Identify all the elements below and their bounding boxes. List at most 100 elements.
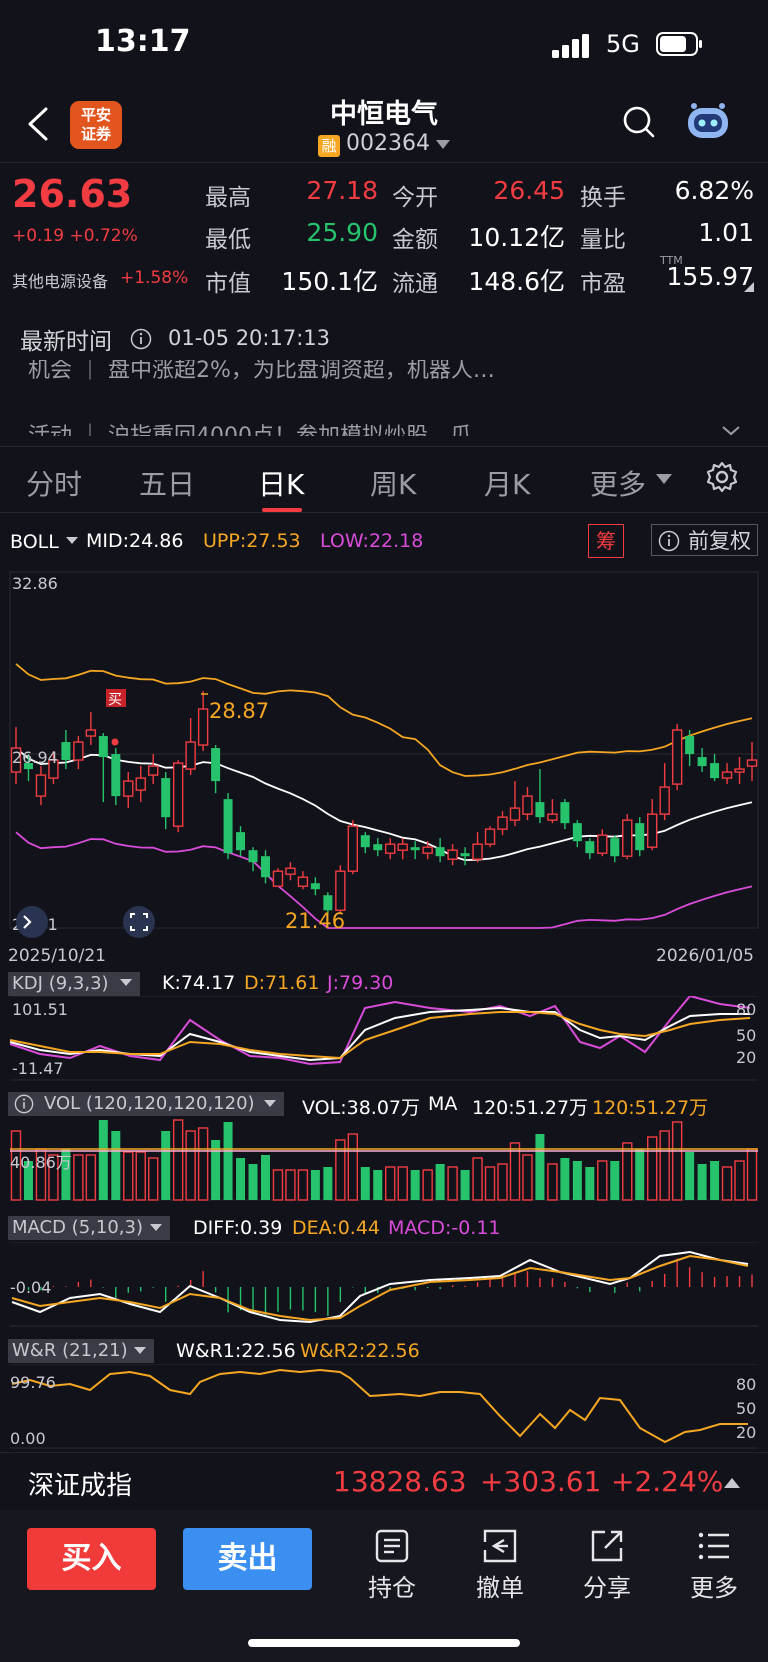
quote-label: 量比: [580, 227, 626, 253]
volume-bar: [710, 1161, 720, 1200]
tab-monthly-k[interactable]: 月K: [484, 468, 531, 501]
home-indicator[interactable]: [248, 1639, 520, 1647]
volume-bar: [285, 1169, 296, 1201]
tab-daily-k[interactable]: 日K: [258, 468, 305, 501]
double-chevron-icon: [23, 915, 32, 929]
caret-down-icon[interactable]: [120, 979, 132, 987]
candle: [123, 780, 134, 797]
candle: [260, 856, 270, 878]
sector-name[interactable]: 其他电源设备: [12, 272, 109, 291]
fullscreen-button[interactable]: [123, 906, 155, 938]
volume-bar: [734, 1160, 745, 1201]
volume-bar: [535, 1134, 545, 1200]
more-list-icon[interactable]: [696, 1528, 732, 1564]
candle: [597, 834, 608, 854]
expand-left-button[interactable]: [16, 906, 48, 938]
quote-label: 市值: [205, 271, 251, 297]
tab-five-day[interactable]: 五日: [139, 468, 196, 501]
caret-down-icon[interactable]: [436, 140, 450, 150]
cancel-order-button[interactable]: 撤单: [476, 1574, 524, 1602]
caret-down-icon[interactable]: [66, 537, 78, 545]
candle: [560, 802, 570, 824]
volume-bar: [547, 1163, 558, 1201]
stock-name: 中恒电气: [330, 99, 438, 130]
tab-weekly-k[interactable]: 周K: [370, 468, 417, 501]
boll-y-mid: 26.94: [12, 748, 58, 767]
candle: [535, 802, 545, 818]
cancel-order-icon[interactable]: [482, 1528, 518, 1564]
info-icon[interactable]: [130, 328, 152, 350]
share-button[interactable]: 分享: [583, 1574, 631, 1602]
volume-bar: [223, 1122, 233, 1200]
macd-indicator-selector[interactable]: [8, 1216, 170, 1240]
caret-down-icon[interactable]: [656, 474, 672, 486]
caret-down-icon[interactable]: [264, 1100, 276, 1108]
volume-bar: [373, 1170, 383, 1200]
candle: [23, 763, 33, 770]
caret-down-icon[interactable]: [134, 1347, 146, 1355]
caret-down-icon[interactable]: [150, 1224, 162, 1232]
candle: [509, 807, 521, 821]
kdj-y-bottom: -11.47: [12, 1059, 64, 1078]
back-icon[interactable]: [26, 106, 50, 142]
quote-label: 最高: [205, 185, 251, 211]
volume-bar: [123, 1151, 134, 1201]
volume-bar: [410, 1170, 420, 1200]
quote-label: 换手: [580, 185, 626, 211]
candle: [397, 843, 408, 851]
kdj-indicator-selector[interactable]: [8, 972, 140, 996]
sell-button[interactable]: 卖出: [183, 1528, 312, 1590]
wr-indicator-selector[interactable]: [8, 1339, 154, 1363]
adjust-button[interactable]: 前复权: [651, 524, 758, 556]
volume-bar: [248, 1164, 258, 1200]
volume-bar: [260, 1155, 270, 1200]
candle: [721, 771, 733, 779]
candle: [248, 850, 258, 863]
position-button[interactable]: 持仓: [368, 1574, 416, 1602]
assistant-robot-icon[interactable]: [684, 100, 732, 144]
candlestick-chart[interactable]: 32.86 26.94 21.01 28.87 21.46 买: [0, 560, 768, 940]
candle: [360, 835, 370, 848]
tab-intraday[interactable]: 分时: [26, 468, 83, 501]
caret-up-icon[interactable]: [724, 1477, 740, 1489]
search-icon[interactable]: [622, 105, 656, 139]
kdj-k: K:74.17: [162, 972, 236, 994]
volume-bar: [297, 1169, 309, 1201]
wr-level-80: 80: [736, 1375, 756, 1394]
quote-value: 150.1亿: [281, 267, 378, 296]
fullscreen-icon: [130, 913, 148, 931]
boll-lower-band: [15, 831, 753, 929]
share-icon[interactable]: [589, 1528, 625, 1564]
volume-bar: [435, 1164, 445, 1200]
volume-bar: [85, 1154, 97, 1201]
wr-y-bottom: 0.00: [10, 1429, 46, 1448]
vol-indicator-selector[interactable]: [8, 1092, 284, 1116]
index-name: 深证成指: [28, 1471, 133, 1501]
chevron-down-icon[interactable]: [722, 426, 740, 436]
volume-bar: [447, 1166, 458, 1201]
tab-more[interactable]: 更多: [590, 468, 647, 501]
candle: [697, 757, 707, 767]
candle: [148, 765, 159, 776]
more-button[interactable]: 更多: [690, 1574, 738, 1602]
candle: [223, 799, 233, 854]
candle: [35, 774, 47, 797]
buy-button[interactable]: 买入: [27, 1528, 156, 1590]
news-ticker-1[interactable]: 机会 ｜ 盘中涨超2%，为比盘调资超，机器人…: [28, 360, 495, 380]
volume-bar: [111, 1131, 121, 1200]
candle: [522, 795, 533, 815]
chip-distribution-button[interactable]: 筹: [588, 524, 624, 558]
candle: [48, 759, 59, 779]
corner-arrow-icon: [744, 282, 754, 292]
buy-marker[interactable]: [106, 689, 126, 707]
volume-bar: [185, 1130, 196, 1201]
volume-bar: [697, 1164, 707, 1200]
index-percent: +2.24%: [611, 1465, 724, 1498]
index-bar[interactable]: 深证成指 13828.63 +303.61 +2.24%: [0, 1452, 768, 1511]
stock-code[interactable]: 002364: [346, 131, 430, 156]
position-icon[interactable]: [374, 1528, 410, 1564]
boll-indicator-name[interactable]: BOLL: [10, 531, 59, 553]
news-ticker-2[interactable]: 活动 ｜ 沪指重回4000点！参加模拟炒股，瓜…: [0, 418, 768, 436]
gear-icon[interactable]: [706, 461, 738, 493]
candle: [447, 849, 458, 860]
